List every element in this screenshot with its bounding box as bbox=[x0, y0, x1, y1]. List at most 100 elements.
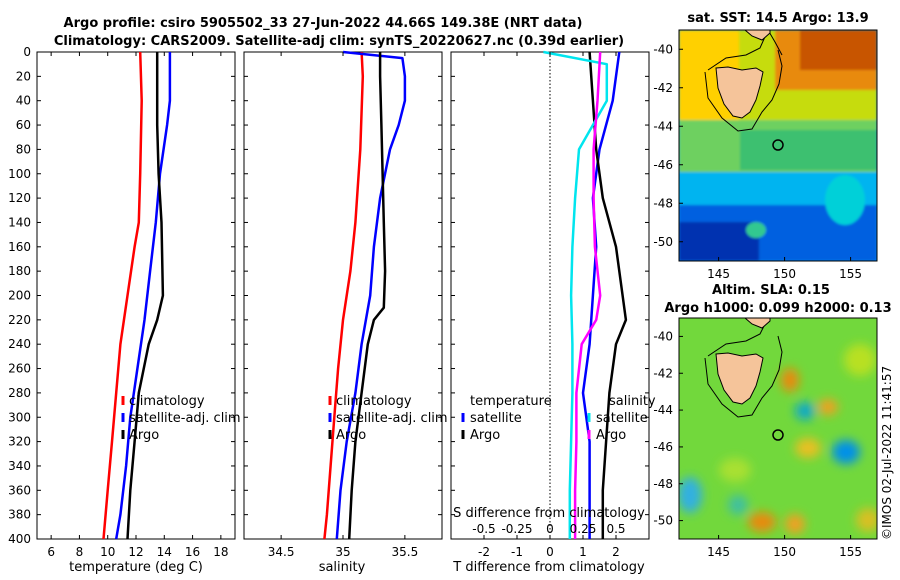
map-y-tick-label: -44 bbox=[653, 403, 673, 417]
salinity-panel bbox=[243, 51, 443, 540]
x-tick-label: 0 bbox=[546, 545, 554, 559]
map-y-tick-label: -44 bbox=[653, 119, 673, 133]
sla-background bbox=[679, 318, 877, 539]
sst-band-green bbox=[740, 130, 877, 170]
salinity-axis-label: salinity bbox=[319, 560, 366, 575]
profile-lines bbox=[102, 50, 628, 540]
figure-title-line2: Climatology: CARS2009. Satellite-adj cli… bbox=[54, 34, 624, 49]
depth-tick-label: 340 bbox=[8, 459, 31, 473]
map-y-tick-label: -46 bbox=[653, 158, 673, 172]
t-difference-axis-label: T difference from climatology bbox=[452, 560, 645, 575]
sla-low-4 bbox=[728, 495, 748, 515]
sst-field bbox=[679, 30, 877, 261]
x-tick-label: -2 bbox=[478, 545, 490, 559]
depth-tick-label: 320 bbox=[8, 435, 31, 449]
legend-title-salinity: salinity bbox=[609, 394, 656, 409]
map-x-tick-label: 145 bbox=[707, 545, 730, 559]
x-tick-label: 10 bbox=[100, 545, 115, 559]
top-x-tick-label: 0.25 bbox=[570, 522, 597, 536]
difference-line-s-argo bbox=[573, 51, 602, 539]
map-axis-ticks: 145 150 155 -40 -42 -44 -46 -48 -50 145 150 155 -40 -… bbox=[653, 42, 862, 559]
legend-label-t-argo: Argo bbox=[470, 428, 500, 443]
sla-low-2 bbox=[795, 402, 815, 420]
legend-label-climatology: climatology bbox=[336, 394, 412, 409]
depth-tick-label: 200 bbox=[8, 289, 31, 303]
temperature-panel bbox=[36, 51, 236, 540]
x-tick-label: -1 bbox=[511, 545, 523, 559]
sla-high-2 bbox=[818, 399, 838, 415]
sst-band-hot bbox=[800, 30, 877, 70]
legend-title-temperature: temperature bbox=[470, 394, 552, 409]
temperature-axis-label: temperature (deg C) bbox=[69, 560, 203, 575]
sla-argo-location bbox=[772, 429, 784, 441]
map-y-tick-label: -50 bbox=[653, 514, 673, 528]
depth-tick-label: 120 bbox=[8, 191, 31, 205]
legend-label-s-argo: Argo bbox=[596, 428, 626, 443]
map-y-tick-label: -48 bbox=[653, 477, 673, 491]
sst-map-frame bbox=[678, 29, 878, 262]
depth-tick-label: 100 bbox=[8, 167, 31, 181]
sla-map-title-line2: Argo h1000: 0.099 h2000: 0.13 bbox=[664, 301, 891, 316]
sla-high-6 bbox=[844, 344, 876, 376]
depth-tick-label: 360 bbox=[8, 483, 31, 497]
map-y-tick-label: -46 bbox=[653, 440, 673, 454]
profile-line-climatology bbox=[102, 51, 143, 540]
x-tick-label: 14 bbox=[157, 545, 172, 559]
salinity-legend: climatology satellite-adj. clim Argo bbox=[328, 394, 448, 443]
legend-label-argo: Argo bbox=[336, 428, 366, 443]
imos-stamp: ©IMOS 02-Jul-2022 11:41:57 bbox=[880, 366, 894, 540]
depth-tick-label: 300 bbox=[8, 410, 31, 424]
x-tick-label: 6 bbox=[47, 545, 55, 559]
legend-label-satellite: satellite-adj. clim bbox=[129, 411, 241, 426]
x-tick-label: 2 bbox=[612, 545, 620, 559]
sla-map bbox=[679, 318, 877, 539]
sst-map bbox=[679, 30, 877, 261]
difference-line-t-argo bbox=[588, 51, 628, 539]
top-x-tick-label: -0.25 bbox=[501, 522, 532, 536]
sst-depth-contour bbox=[704, 49, 783, 132]
x-tick-label: 18 bbox=[213, 545, 228, 559]
map-y-tick-label: -42 bbox=[653, 366, 673, 380]
x-tick-label: 35.5 bbox=[392, 545, 419, 559]
depth-tick-label: 80 bbox=[16, 142, 31, 156]
mainland-land bbox=[744, 30, 771, 41]
map-y-tick-label: -48 bbox=[653, 196, 673, 210]
depth-tick-label: 380 bbox=[8, 508, 31, 522]
sla-field bbox=[679, 344, 877, 534]
x-tick-label: 16 bbox=[185, 545, 200, 559]
depth-tick-label: 60 bbox=[16, 118, 31, 132]
depth-tick-label: 280 bbox=[8, 386, 31, 400]
depth-axis-ticks: 0 20 40 60 80 100 120 140 160 180 200 220 240 260 280 3… bbox=[8, 45, 649, 546]
sla-high-1 bbox=[781, 368, 799, 392]
x-axis-ticks: 6 8 10 12 14 16 18 34.5 35 35.5 -2 -1 0 1 2-0.5 -0.25 0 0… bbox=[47, 52, 626, 559]
depth-tick-label: 220 bbox=[8, 313, 31, 327]
legend-label-climatology: climatology bbox=[129, 394, 205, 409]
sst-band-coldest bbox=[679, 222, 759, 261]
x-tick-label: 8 bbox=[76, 545, 84, 559]
depth-tick-label: 180 bbox=[8, 264, 31, 278]
profile-line-argo bbox=[347, 52, 387, 540]
difference-line-s-satellite bbox=[543, 50, 609, 539]
depth-tick-label: 260 bbox=[8, 362, 31, 376]
sla-high-7 bbox=[719, 458, 751, 482]
sla-high-4 bbox=[748, 512, 776, 532]
top-x-tick-label: -0.5 bbox=[472, 522, 495, 536]
depth-tick-label: 160 bbox=[8, 240, 31, 254]
depth-tick-label: 40 bbox=[16, 94, 31, 108]
map-y-tick-label: -50 bbox=[653, 235, 673, 249]
x-tick-label: 35 bbox=[335, 545, 350, 559]
temperature-legend: climatology satellite-adj. clim Argo bbox=[121, 394, 241, 443]
depth-tick-label: 400 bbox=[8, 532, 31, 546]
map-x-tick-label: 150 bbox=[773, 267, 796, 281]
sla-high-8 bbox=[856, 508, 877, 532]
depth-tick-label: 20 bbox=[16, 69, 31, 83]
depth-tick-label: 140 bbox=[8, 215, 31, 229]
map-y-tick-label: -40 bbox=[653, 42, 673, 56]
legend-label-s-satellite: satellite bbox=[596, 411, 648, 426]
map-y-tick-label: -42 bbox=[653, 81, 673, 95]
legend-label-t-satellite: satellite bbox=[470, 411, 522, 426]
map-x-tick-label: 150 bbox=[773, 545, 796, 559]
sst-shelf-contour bbox=[707, 30, 769, 71]
legend-label-satellite: satellite-adj. clim bbox=[336, 411, 448, 426]
